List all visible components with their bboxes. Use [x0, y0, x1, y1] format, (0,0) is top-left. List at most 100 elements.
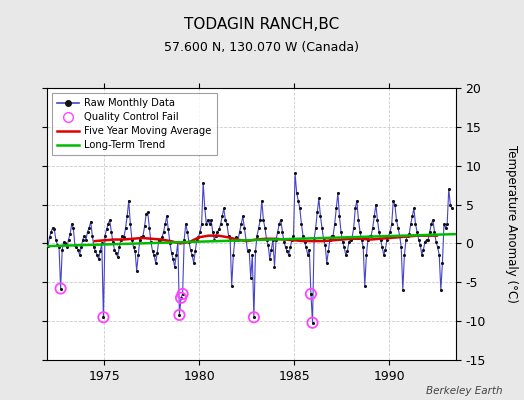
- Point: [173, 239, 182, 245]
- Point: [99, 314, 107, 320]
- Point: [63, 244, 71, 250]
- Point: [441, 225, 450, 231]
- Point: [207, 217, 215, 223]
- Point: [112, 250, 121, 256]
- Point: [139, 232, 147, 239]
- Point: [270, 264, 279, 270]
- Point: [209, 228, 217, 235]
- Point: [123, 213, 132, 220]
- Point: [210, 236, 219, 243]
- Point: [178, 291, 187, 297]
- Point: [242, 236, 250, 243]
- Point: [71, 242, 79, 248]
- Point: [159, 228, 168, 235]
- Point: [422, 236, 431, 243]
- Point: [354, 217, 363, 223]
- Point: [151, 260, 160, 266]
- Point: [326, 236, 334, 243]
- Point: [250, 314, 258, 320]
- Point: [386, 228, 395, 235]
- Point: [261, 225, 269, 231]
- Point: [224, 232, 233, 239]
- Point: [313, 209, 321, 216]
- Point: [288, 236, 296, 243]
- Point: [46, 234, 54, 240]
- Point: [175, 312, 183, 318]
- Point: [264, 242, 272, 248]
- Point: [180, 236, 188, 243]
- Point: [69, 225, 78, 231]
- Point: [64, 236, 73, 243]
- Point: [373, 217, 381, 223]
- Point: [391, 201, 399, 208]
- Point: [194, 234, 203, 240]
- Point: [91, 248, 100, 254]
- Point: [274, 228, 282, 235]
- Point: [343, 248, 352, 254]
- Point: [185, 239, 193, 245]
- Point: [248, 252, 257, 258]
- Point: [118, 232, 127, 239]
- Point: [285, 252, 293, 258]
- Point: [311, 225, 320, 231]
- Point: [108, 239, 117, 245]
- Point: [321, 242, 330, 248]
- Point: [136, 236, 144, 243]
- Point: [435, 252, 443, 258]
- Point: [198, 221, 206, 227]
- Point: [334, 190, 342, 196]
- Point: [421, 239, 429, 245]
- Point: [320, 236, 328, 243]
- Point: [204, 217, 212, 223]
- Point: [372, 201, 380, 208]
- Point: [424, 236, 432, 243]
- Point: [416, 242, 424, 248]
- Point: [164, 226, 172, 233]
- Point: [66, 231, 74, 237]
- Point: [169, 256, 177, 262]
- Point: [72, 244, 81, 250]
- Point: [246, 275, 255, 282]
- Point: [90, 244, 98, 250]
- Point: [107, 228, 115, 235]
- Point: [332, 205, 341, 212]
- Point: [102, 226, 111, 233]
- Point: [147, 239, 155, 245]
- Point: [346, 236, 355, 243]
- Point: [269, 236, 277, 243]
- Point: [296, 205, 304, 212]
- Point: [134, 252, 143, 258]
- Point: [117, 236, 125, 243]
- Point: [237, 221, 245, 227]
- Point: [255, 225, 263, 231]
- Point: [232, 234, 241, 240]
- Point: [144, 209, 152, 216]
- Point: [294, 198, 302, 204]
- Point: [378, 244, 386, 250]
- Point: [240, 225, 248, 231]
- Point: [142, 211, 150, 217]
- Point: [223, 221, 231, 227]
- Point: [359, 244, 367, 250]
- Point: [438, 260, 446, 266]
- Point: [145, 225, 154, 231]
- Point: [97, 240, 106, 247]
- Point: [348, 234, 356, 240]
- Text: TODAGIN RANCH,BC: TODAGIN RANCH,BC: [184, 17, 340, 32]
- Point: [229, 252, 237, 258]
- Point: [405, 231, 413, 237]
- Text: Berkeley Earth: Berkeley Earth: [427, 386, 503, 396]
- Point: [281, 244, 290, 250]
- Point: [156, 236, 165, 243]
- Point: [367, 232, 375, 239]
- Point: [245, 246, 253, 253]
- Point: [150, 252, 158, 258]
- Point: [111, 246, 119, 253]
- Point: [342, 252, 350, 258]
- Point: [221, 217, 230, 223]
- Point: [52, 236, 60, 243]
- Point: [57, 285, 65, 292]
- Point: [128, 236, 136, 243]
- Point: [351, 205, 359, 212]
- Point: [68, 221, 76, 227]
